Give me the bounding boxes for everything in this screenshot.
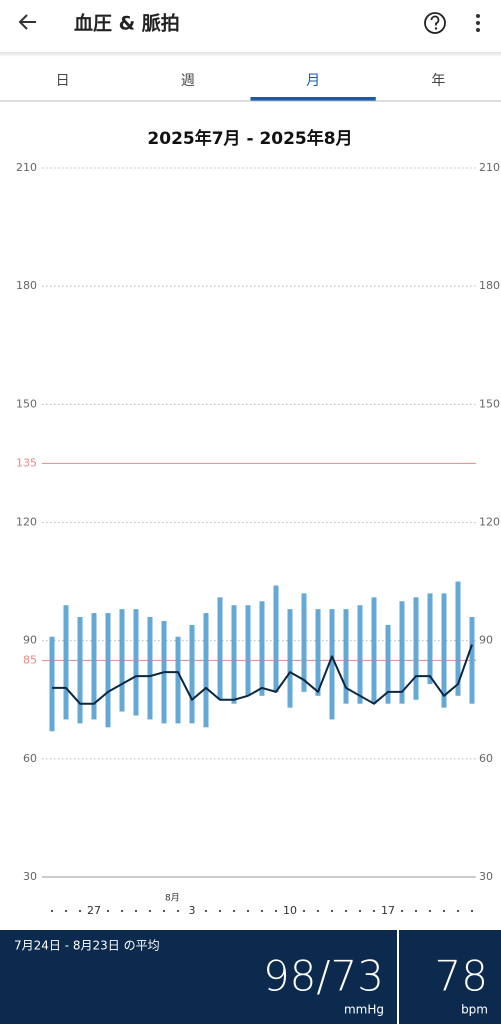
x-tick-dot <box>232 909 236 913</box>
pressure-bar <box>105 613 111 728</box>
x-tick-dot <box>50 909 54 913</box>
pressure-unit: mmHg <box>344 1003 384 1017</box>
y-tick-label: 30 <box>23 870 37 883</box>
pressure-bar <box>273 585 279 692</box>
pressure-bar <box>385 624 391 704</box>
tab-indicator <box>250 97 376 101</box>
y-tick-label: 150 <box>16 397 37 410</box>
x-tick-dot <box>470 909 474 913</box>
month-label: 8月 <box>165 893 180 904</box>
pressure-bar <box>287 609 293 708</box>
pulse-unit: bpm <box>461 1003 488 1017</box>
x-tick-dot <box>428 909 432 913</box>
x-tick-label: 3 <box>189 904 196 917</box>
x-tick-dot <box>260 909 264 913</box>
pressure-bar <box>455 581 461 696</box>
y-tick-label-right: 60 <box>479 752 493 765</box>
pressure-bar <box>343 609 349 704</box>
header-shadow <box>0 52 501 57</box>
x-tick-dot <box>246 909 250 913</box>
x-tick-label: 27 <box>87 904 101 917</box>
summary-period: 7月24日 - 8月23日 の平均 <box>14 939 160 953</box>
x-tick-dot <box>134 909 138 913</box>
y-tick-label: 210 <box>16 161 37 174</box>
x-tick-label: 17 <box>381 904 395 917</box>
y-tick-label: 90 <box>23 634 37 647</box>
x-tick-dot <box>162 909 166 913</box>
y-tick-label-right: 90 <box>479 634 493 647</box>
x-tick-dot <box>442 909 446 913</box>
pressure-bar <box>217 597 223 700</box>
x-tick-dot <box>218 909 222 913</box>
x-tick-dot <box>414 909 418 913</box>
pressure-bar <box>119 609 125 712</box>
pressure-bar <box>441 593 447 708</box>
page-title: 血圧 & 脈拍 <box>74 12 180 35</box>
pressure-bar <box>49 636 55 732</box>
pressure-bar <box>77 617 83 724</box>
x-tick-dot <box>358 909 362 913</box>
pressure-bar <box>133 609 139 716</box>
y-tick-label: 180 <box>16 279 37 292</box>
summary-pulse: 78 <box>435 952 488 1001</box>
tab[interactable]: 月 <box>306 73 320 89</box>
pressure-bar <box>175 636 181 724</box>
x-tick-dot <box>372 909 376 913</box>
pressure-bar <box>231 605 237 704</box>
x-tick-dot <box>176 909 180 913</box>
back-button[interactable] <box>18 14 36 30</box>
x-tick-dot <box>120 909 124 913</box>
y-tick-label-right: 150 <box>479 397 500 410</box>
x-tick-label: 10 <box>283 904 297 917</box>
pressure-bar <box>259 601 265 696</box>
x-tick-dot <box>274 909 278 913</box>
pressure-bar <box>427 593 433 684</box>
pressure-bar <box>329 609 335 720</box>
x-tick-dot <box>456 909 460 913</box>
more-button[interactable] <box>476 14 480 32</box>
pressure-bar <box>357 605 363 704</box>
x-tick-dot <box>78 909 82 913</box>
tab[interactable]: 週 <box>181 73 195 89</box>
pulse-line <box>52 644 473 705</box>
pressure-bar <box>63 605 69 720</box>
y-tick-label-right: 210 <box>479 161 500 174</box>
y-tick-label-right: 120 <box>479 516 500 529</box>
pressure-bar <box>203 613 209 728</box>
x-tick-dot <box>64 909 68 913</box>
x-tick-dot <box>400 909 404 913</box>
reference-label: 85 <box>23 653 37 666</box>
x-tick-dot <box>330 909 334 913</box>
summary-panel <box>0 930 501 1024</box>
pressure-bar <box>189 624 195 724</box>
chart-title: 2025年7月 - 2025年8月 <box>147 128 352 149</box>
y-tick-label-right: 180 <box>479 279 500 292</box>
tab[interactable]: 日 <box>56 73 70 89</box>
pressure-bar <box>301 593 307 692</box>
y-tick-label-right: 30 <box>479 870 493 883</box>
y-tick-label: 60 <box>23 752 37 765</box>
pressure-bar <box>245 605 251 696</box>
x-tick-dot <box>204 909 208 913</box>
y-tick-label: 120 <box>16 516 37 529</box>
reference-label: 135 <box>16 456 37 469</box>
tab[interactable]: 年 <box>431 73 445 89</box>
x-tick-dot <box>302 909 306 913</box>
pressure-bar <box>413 597 419 700</box>
help-button[interactable] <box>424 12 446 34</box>
summary-pressure: 98/73 <box>263 952 384 1001</box>
x-tick-dot <box>148 909 152 913</box>
x-tick-dot <box>316 909 320 913</box>
pressure-bar <box>315 609 321 696</box>
x-tick-dot <box>344 909 348 913</box>
pressure-bar <box>469 617 475 704</box>
pressure-bar <box>147 617 153 720</box>
x-tick-dot <box>106 909 110 913</box>
pressure-bar <box>399 601 405 704</box>
pressure-bar <box>91 613 97 720</box>
pressure-bar <box>371 597 377 704</box>
